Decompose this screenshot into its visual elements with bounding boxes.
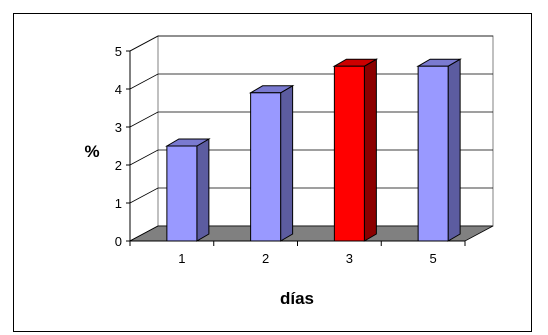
x-tick-label: 3 (346, 251, 353, 266)
bar-5 (416, 58, 462, 242)
bar-front (250, 92, 282, 242)
y-tick-label: 5 (115, 44, 122, 59)
gridline (129, 111, 493, 128)
y-tick-label: 3 (115, 120, 122, 135)
bar-1 (165, 138, 211, 242)
y-tick-label: 1 (115, 196, 122, 211)
bar-front (166, 145, 198, 242)
x-axis-title: días (280, 289, 314, 308)
bar-3 (332, 58, 379, 242)
bar-2 (248, 84, 295, 242)
bar-front (333, 65, 365, 242)
gridline (129, 35, 493, 52)
x-axis-ticks: 1 2 3 5 (129, 240, 466, 266)
y-axis-ticks: 0 1 2 3 4 5 (115, 44, 131, 249)
bar-side (363, 58, 377, 242)
x-tick-label: 5 (430, 251, 437, 266)
bar-side (280, 84, 294, 242)
y-tick-label: 0 (115, 234, 122, 249)
side-wall (129, 35, 159, 242)
y-tick-label: 2 (115, 158, 122, 173)
bar-front (417, 65, 449, 242)
gridline (129, 187, 493, 204)
gridline (129, 73, 493, 90)
y-tick-label: 4 (115, 82, 122, 97)
bar-side (447, 58, 461, 242)
x-tick-label: 1 (178, 251, 185, 266)
bar-side (196, 138, 210, 242)
x-tick-label: 2 (262, 251, 269, 266)
gridline (129, 149, 493, 166)
chart-walls (129, 35, 494, 242)
bars (165, 58, 462, 242)
y-axis-title: % (84, 142, 99, 161)
